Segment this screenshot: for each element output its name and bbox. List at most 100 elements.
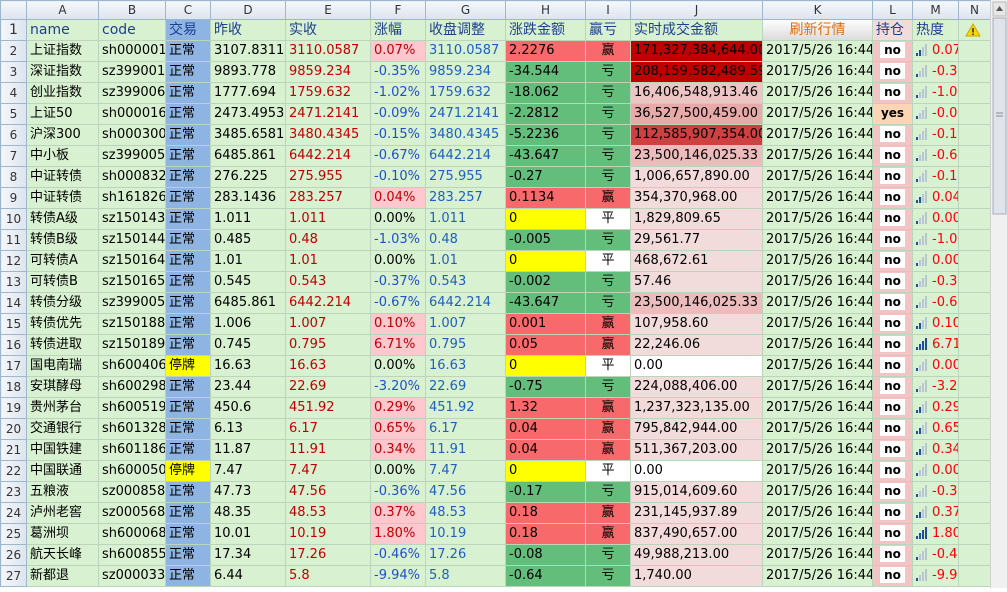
scrollbar-art <box>992 1 1007 215</box>
cell: 10.19 <box>425 523 506 545</box>
cell: sh000832 <box>98 166 166 188</box>
position-flag: no <box>880 63 905 79</box>
cell: -43.647 <box>505 292 586 314</box>
cell: 23,500,146,025.33 <box>630 145 763 167</box>
cell: 7.47 <box>210 460 286 482</box>
cell: 224,088,406.00 <box>630 376 763 398</box>
cell: 正常 <box>165 397 211 419</box>
cell: 亏 <box>585 166 631 188</box>
column-letter[interactable]: J <box>630 0 763 20</box>
cell: 正常 <box>165 103 211 125</box>
cell: sz150164 <box>98 250 166 272</box>
column-letter[interactable]: I <box>585 0 631 20</box>
cell <box>958 250 991 272</box>
data-row: 3 深证指数 sz399001 正常 9893.778 9859.234 -0.35% 985… <box>0 61 991 83</box>
cell: 深证指数 <box>26 61 99 83</box>
cell: 国电南瑞 <box>26 355 99 377</box>
row-number: 26 <box>0 544 27 566</box>
cell: 中小板 <box>26 145 99 167</box>
cell: 1.80% <box>370 523 426 545</box>
position-cell: no <box>872 376 913 398</box>
cell: 0.04 <box>505 439 586 461</box>
data-row: 4 创业指数 sz399006 正常 1777.694 1759.632 -1.02% 175… <box>0 82 991 104</box>
cell: 36,527,500,459.00 <box>630 103 763 125</box>
cell: sh600298 <box>98 376 166 398</box>
data-row: 2 上证指数 sh000001 正常 3107.8311 3110.0587 0.07% 31… <box>0 40 991 62</box>
data-row: 20 交通银行 sh601328 正常 6.13 6.17 0.65% 6.17 0.04 赢 79… <box>0 418 991 440</box>
cell: sz150188 <box>98 313 166 335</box>
row-number: 24 <box>0 502 27 524</box>
heat-value: -0.35% <box>932 64 958 79</box>
cell: 正常 <box>165 271 211 293</box>
data-row: 18 安琪酵母 sh600298 正常 23.44 22.69 -3.20% 22.69 -0.… <box>0 376 991 398</box>
cell: 航天长峰 <box>26 544 99 566</box>
cell: 1.007 <box>425 313 506 335</box>
icon <box>916 211 927 224</box>
heat-value: 1.80% <box>932 526 958 541</box>
cell: 上证50 <box>26 103 99 125</box>
cell <box>958 103 991 125</box>
cell: 2471.2141 <box>425 103 506 125</box>
column-letter[interactable]: G <box>425 0 506 20</box>
cell: 2.2276 <box>505 40 586 62</box>
cell: 安琪酵母 <box>26 376 99 398</box>
position-flag: no <box>880 483 905 499</box>
heat-cell: 1.80% <box>912 523 959 545</box>
column-letter[interactable]: L <box>872 0 913 20</box>
cell <box>958 565 991 587</box>
column-letter[interactable]: D <box>210 0 286 20</box>
heat-value: 0.07% <box>932 43 958 58</box>
cell: 贵州茅台 <box>26 397 99 419</box>
cell: 107,958.60 <box>630 313 763 335</box>
cell: 赢 <box>585 523 631 545</box>
cell: 0.795 <box>425 334 506 356</box>
position-cell: no <box>872 397 913 419</box>
column-letter[interactable]: C <box>165 0 211 20</box>
scrollbar[interactable] <box>990 0 1007 588</box>
cell <box>958 145 991 167</box>
column-letter[interactable]: M <box>912 0 959 20</box>
column-letter[interactable]: B <box>98 0 166 20</box>
position-cell: no <box>872 460 913 482</box>
row-number: 27 <box>0 565 27 587</box>
cell: 1.01 <box>210 250 286 272</box>
heat-cell: 0.65% <box>912 418 959 440</box>
position-cell: no <box>872 418 913 440</box>
column-letter[interactable]: F <box>370 0 426 20</box>
cell: -0.005 <box>505 229 586 251</box>
column-letter[interactable]: K <box>762 0 873 20</box>
cell: 0.04% <box>370 187 426 209</box>
position-flag: no <box>880 210 905 226</box>
cell: sz000033 <box>98 565 166 587</box>
cell: 2473.4953 <box>210 103 286 125</box>
cell: 可转债A <box>26 250 99 272</box>
cell: 3480.4345 <box>285 124 371 146</box>
position-flag: no <box>880 441 905 457</box>
cell: 1.006 <box>210 313 286 335</box>
column-letter[interactable]: N <box>958 0 991 20</box>
position-cell: no <box>872 544 913 566</box>
refresh-button[interactable]: 刷新行情 <box>763 20 872 40</box>
position-cell: no <box>872 61 913 83</box>
data-row: 10 转债A级 sz150143 正常 1.011 1.011 0.00% 1.011 0 平 1,… <box>0 208 991 230</box>
header-cell: 赢亏 <box>585 19 631 41</box>
cell: 9859.234 <box>425 61 506 83</box>
cell: 17.26 <box>425 544 506 566</box>
cell: 2017/5/26 16:44 <box>762 544 873 566</box>
column-letter[interactable]: E <box>285 0 371 20</box>
cell: 3480.4345 <box>425 124 506 146</box>
position-cell: no <box>872 145 913 167</box>
column-letter[interactable]: A <box>26 0 99 20</box>
heat-value: -1.03% <box>932 232 958 247</box>
position-cell: no <box>872 355 913 377</box>
cell: -43.647 <box>505 145 586 167</box>
cell: 0.00% <box>370 250 426 272</box>
icon <box>916 358 927 371</box>
cell: -0.67% <box>370 145 426 167</box>
cell: 6442.214 <box>425 145 506 167</box>
cell: 正常 <box>165 250 211 272</box>
column-letter[interactable]: H <box>505 0 586 20</box>
cell: 亏 <box>585 61 631 83</box>
cell: 中国铁建 <box>26 439 99 461</box>
position-flag: no <box>880 168 905 184</box>
